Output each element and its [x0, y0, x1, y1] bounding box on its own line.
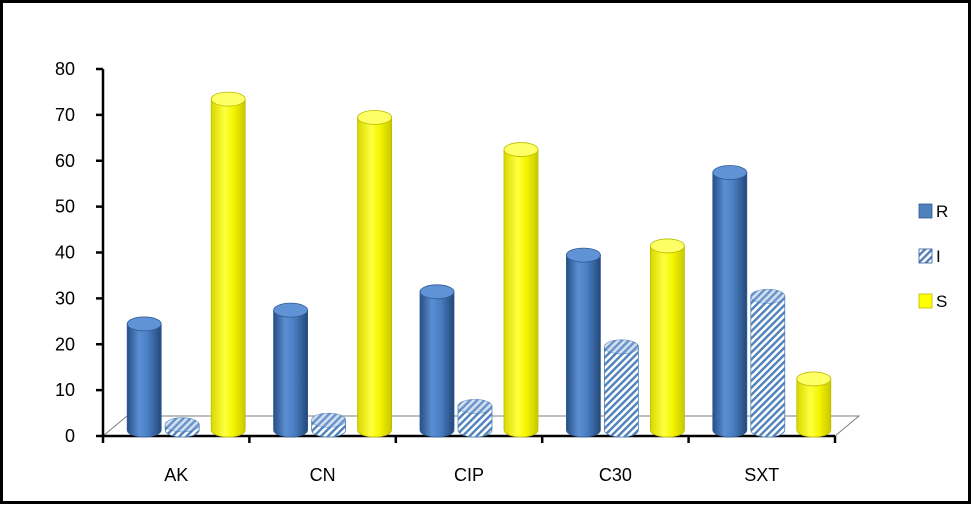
chart-plot: 0 10 20 30 40 50 60 70 80 AK CN CIP C30 SXT R I S: [55, 59, 948, 485]
bar-body: [566, 254, 601, 438]
bar-R-C30: [566, 247, 601, 438]
x-tick-label: AK: [164, 465, 188, 485]
bar-body: [650, 245, 685, 438]
bar-S-SXT: [796, 371, 832, 438]
bar-I-AK: [164, 417, 200, 438]
x-tick-label: SXT: [744, 465, 779, 485]
bar-I-C30: [604, 339, 639, 438]
bar-body: [712, 172, 748, 438]
legend-swatch-R: [918, 203, 933, 219]
bar-R-AK: [126, 316, 162, 438]
bar-top: [273, 302, 309, 318]
bar-top-hatch: [750, 289, 785, 304]
y-tick-label: 70: [55, 105, 75, 125]
bar-top-hatch: [458, 399, 492, 414]
bar-top: [650, 238, 685, 254]
bar-I-SXT: [750, 288, 786, 438]
bar-top: [503, 142, 539, 157]
bar-body: [457, 406, 493, 438]
legend-swatch-I: [918, 248, 933, 264]
bar-I-CN: [311, 412, 347, 438]
bar-top: [126, 316, 162, 332]
bar-body: [357, 117, 392, 438]
bar-R-CN: [273, 302, 309, 438]
x-tick-label: CN: [310, 465, 336, 485]
bar-body: [419, 291, 455, 438]
bar-S-AK: [210, 91, 246, 438]
legend-swatch-S: [918, 293, 933, 309]
y-tick-label: 60: [55, 151, 75, 171]
bar-body: [750, 295, 786, 438]
bar-I-CIP: [457, 399, 493, 438]
x-tick-label: CIP: [454, 465, 484, 485]
y-tick-label: 40: [55, 243, 75, 263]
bar-top: [796, 371, 832, 387]
bar-body: [604, 346, 639, 438]
bar-S-CN: [357, 110, 393, 438]
bar-S-C30: [650, 238, 685, 438]
bar-top: [712, 165, 748, 180]
bar-body: [796, 378, 832, 438]
legend-label-R: R: [936, 202, 948, 221]
bar-top-hatch: [311, 413, 346, 428]
bar-top: [566, 247, 601, 263]
bar-top-hatch: [165, 417, 200, 432]
bar-R-CIP: [419, 284, 455, 438]
y-tick-label: 50: [55, 197, 75, 217]
y-tick-label: 0: [65, 426, 75, 446]
legend-label-S: S: [936, 292, 947, 311]
bar-body: [273, 309, 308, 438]
bar-top-hatch: [604, 339, 639, 354]
bar-body: [210, 98, 246, 438]
bar-body: [503, 149, 539, 438]
legend-label-I: I: [936, 247, 941, 266]
bar-S-CIP: [503, 142, 539, 438]
bar-body: [126, 323, 162, 438]
bar-R-SXT: [712, 165, 748, 438]
y-tick-label: 30: [55, 288, 75, 308]
bar-top: [357, 110, 393, 125]
y-tick-label: 10: [55, 380, 75, 400]
bar-top: [419, 284, 455, 300]
y-tick-label: 80: [55, 59, 75, 79]
y-tick-label: 20: [55, 334, 75, 354]
bar-top: [210, 91, 246, 107]
x-tick-label: C30: [599, 465, 632, 485]
